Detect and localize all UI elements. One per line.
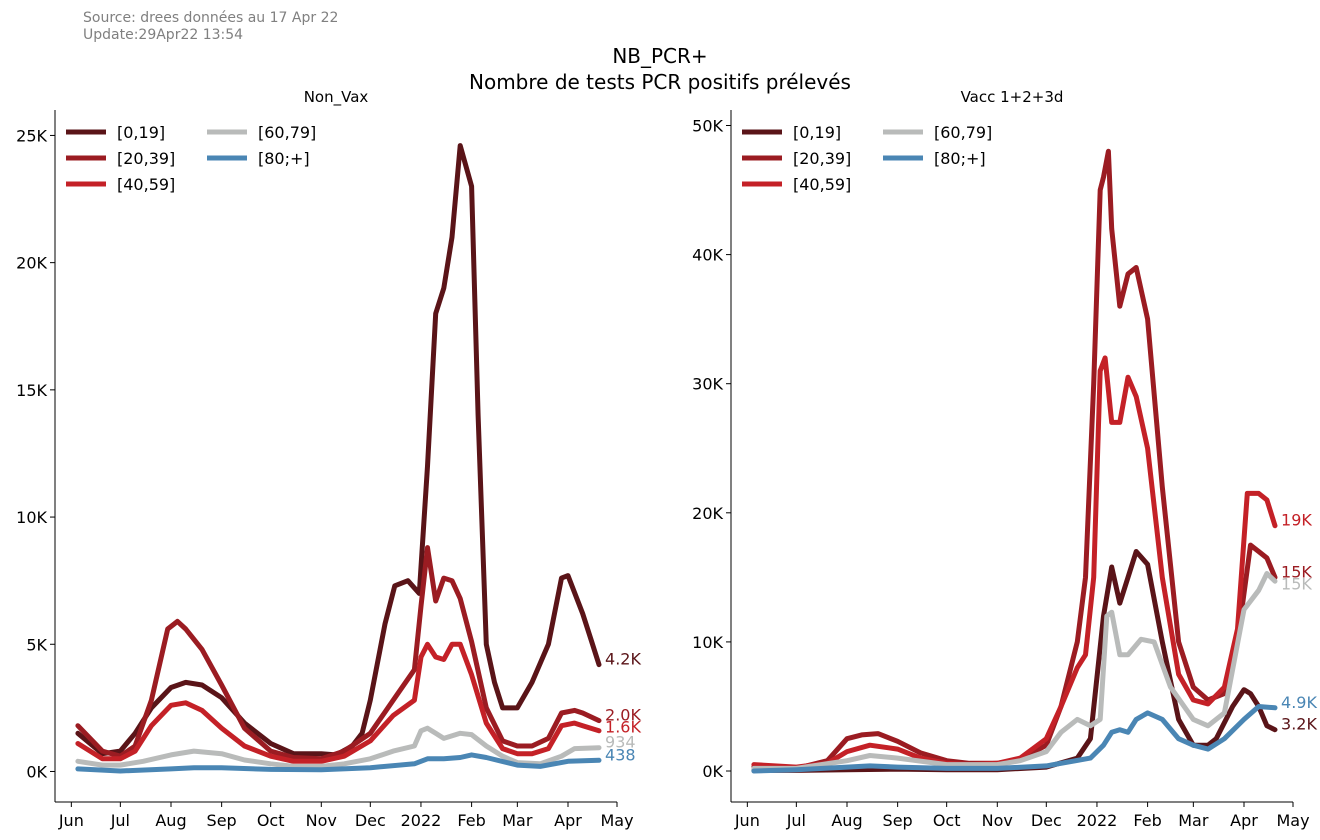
figure-subtitle: Nombre de tests PCR positifs prélevés bbox=[469, 70, 851, 94]
panel1-y-tick-label: 5K bbox=[26, 635, 47, 654]
panel2-series-line bbox=[751, 549, 1278, 773]
panel2-end-value-label: 15K bbox=[1281, 562, 1312, 581]
panel2-series-line bbox=[751, 571, 1278, 771]
panel1-title: Non_Vax bbox=[304, 88, 369, 107]
panel2-x-tick-label: Aug bbox=[831, 811, 862, 830]
panel1-legend-label: [60,79] bbox=[258, 123, 316, 142]
panel2-legend-label: [20,39] bbox=[793, 149, 851, 168]
panel1-end-value-label: 438 bbox=[605, 745, 636, 764]
panel1-y-tick-label: 15K bbox=[16, 381, 47, 400]
panel1-y-tick-label: 25K bbox=[16, 126, 47, 145]
figure-title: NB_PCR+ bbox=[612, 44, 708, 68]
panel2-end-value-label: 3.2K bbox=[1281, 715, 1317, 734]
panel2-legend-label: [40,59] bbox=[793, 175, 851, 194]
panel1-series-line bbox=[75, 752, 602, 774]
panel1-y-tick-label: 0K bbox=[26, 762, 47, 781]
panel2-y-tick-label: 40K bbox=[692, 246, 723, 265]
panel1-series-line bbox=[75, 143, 602, 758]
panel2-y-tick-label: 30K bbox=[692, 375, 723, 394]
panel2-end-value-label: 4.9K bbox=[1281, 693, 1317, 712]
panel1-x-tick-label: May bbox=[600, 811, 633, 830]
panel1-legend-label: [20,39] bbox=[117, 149, 175, 168]
panel2-x-tick-label: Apr bbox=[1230, 811, 1258, 830]
panel1-x-tick-label: Dec bbox=[355, 811, 386, 830]
panel1-x-tick-label: Jun bbox=[58, 811, 84, 830]
panel2-y-tick-label: 0K bbox=[702, 762, 723, 781]
panel2-x-tick-label: Sep bbox=[883, 811, 913, 830]
panel1-end-value-label: 2.0K bbox=[605, 706, 641, 725]
panel1-x-tick-label: Apr bbox=[554, 811, 582, 830]
panel2-x-tick-label: May bbox=[1276, 811, 1309, 830]
panel1-x-tick-label: Jul bbox=[110, 811, 130, 830]
panel2-series-line bbox=[751, 355, 1278, 770]
panel1-x-tick-label: Mar bbox=[502, 811, 533, 830]
panel1-end-value-label: 1.6K bbox=[605, 718, 641, 737]
panel2-y-tick-label: 50K bbox=[692, 116, 723, 135]
panel2-x-tick-label: Feb bbox=[1133, 811, 1161, 830]
source-note: Source: drees données au 17 Apr 22 bbox=[83, 10, 339, 26]
panel1-legend-label: [40,59] bbox=[117, 175, 175, 194]
panel2-x-tick-label: Jul bbox=[786, 811, 806, 830]
panel2-legend-label: [0,19] bbox=[793, 123, 841, 142]
panel1-series-line bbox=[75, 725, 602, 769]
panel2-end-value-label: 19K bbox=[1281, 511, 1312, 530]
panel2-title: Vacc 1+2+3d bbox=[961, 88, 1064, 106]
panel2-x-tick-label: Nov bbox=[982, 811, 1013, 830]
panel2-x-tick-label: Dec bbox=[1031, 811, 1062, 830]
panel2-series-line bbox=[751, 704, 1278, 774]
panel2-x-tick-label: 2022 bbox=[1077, 811, 1118, 830]
panel1-end-value-label: 4.2K bbox=[605, 650, 641, 669]
panel1-end-value-label: 934 bbox=[605, 733, 636, 752]
panel2-y-tick-label: 10K bbox=[692, 633, 723, 652]
panel2-y-tick-label: 20K bbox=[692, 504, 723, 523]
panel2-end-value-label: 15K bbox=[1281, 574, 1312, 593]
panel1-series-line bbox=[75, 545, 602, 762]
panel1-x-tick-label: Sep bbox=[207, 811, 237, 830]
panel1-series-line bbox=[75, 641, 602, 764]
panel2-x-tick-label: Jun bbox=[734, 811, 760, 830]
panel2-legend-label: [80;+] bbox=[934, 149, 986, 168]
panel1-x-tick-label: 2022 bbox=[401, 811, 442, 830]
panel1-y-tick-label: 20K bbox=[16, 254, 47, 273]
panel2-x-tick-label: Mar bbox=[1178, 811, 1209, 830]
panel2-series-line bbox=[751, 148, 1278, 771]
panel1-legend-label: [80;+] bbox=[258, 149, 310, 168]
panel1-x-tick-label: Oct bbox=[257, 811, 285, 830]
panel2-x-tick-label: Oct bbox=[933, 811, 961, 830]
panel1-legend-label: [0,19] bbox=[117, 123, 165, 142]
panel1-y-tick-label: 10K bbox=[16, 508, 47, 527]
panel1-x-tick-label: Nov bbox=[306, 811, 337, 830]
panel2-legend-label: [60,79] bbox=[934, 123, 992, 142]
panel1-x-tick-label: Feb bbox=[457, 811, 485, 830]
update-note: Update:29Apr22 13:54 bbox=[83, 27, 244, 43]
panel1-x-tick-label: Aug bbox=[155, 811, 186, 830]
